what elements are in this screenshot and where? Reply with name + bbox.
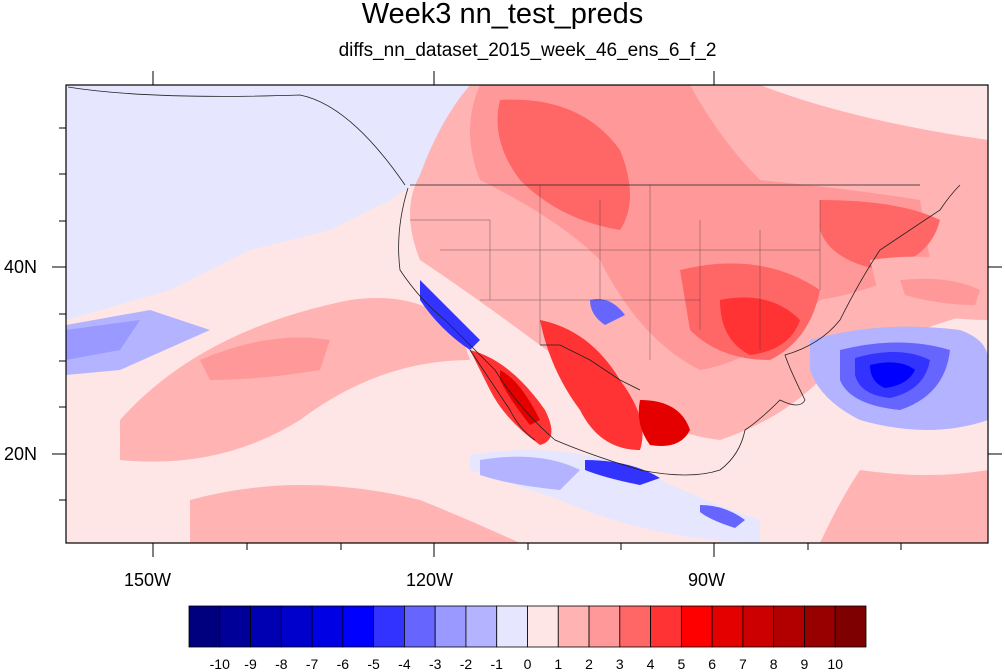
colorbar-tick-label: 10	[827, 656, 843, 672]
field-pacific-negative	[66, 85, 470, 320]
colorbar-swatch	[311, 605, 344, 648]
field-atlantic-red	[900, 278, 980, 305]
field-canada-red-2	[497, 99, 630, 230]
field-oklahoma-blue	[590, 299, 625, 325]
y-tick-label: 40N	[4, 257, 38, 277]
field-mexico-coast-blue	[585, 460, 660, 485]
colorbar-swatch	[219, 605, 251, 648]
colorbar-tick-label: 1	[554, 656, 563, 672]
colorbar-swatch	[742, 605, 775, 648]
colorbar-tick-label: 7	[739, 656, 747, 672]
colorbar-tick-label: 6	[708, 656, 717, 672]
figure-title: Week3 nn_test_preds	[361, 0, 644, 30]
colorbar-swatch	[588, 605, 621, 648]
colorbar-tick-label: -4	[398, 656, 411, 672]
colorbar-swatch	[342, 605, 375, 648]
y-tick-label: 20N	[4, 444, 38, 464]
colorbar-swatch	[404, 605, 436, 648]
colorbar-tick-label: 8	[769, 656, 778, 672]
colorbar-swatch	[496, 605, 528, 648]
colorbar-tick-label: -3	[428, 656, 442, 672]
x-tick-label: 150W	[124, 570, 172, 590]
colorbar-tick-label: 0	[523, 656, 532, 672]
field-baja-blue	[420, 280, 480, 350]
colorbar-tick-label: -9	[244, 656, 257, 672]
colorbar-swatch	[834, 605, 867, 648]
colorbar-tick-label: -2	[459, 656, 473, 672]
colorbar-swatch	[711, 605, 744, 648]
colorbar-swatch	[557, 605, 590, 648]
field-baja-red-dark	[500, 370, 540, 425]
field-pacific-red-patch	[200, 337, 330, 380]
coastlines	[67, 86, 961, 476]
colorbar-tick-label: -1	[490, 656, 503, 672]
colorbar-tick-label: 4	[646, 656, 655, 672]
field-northeast-red	[820, 200, 940, 270]
colorbar-swatch	[280, 605, 313, 648]
x-tick-label: 120W	[406, 570, 454, 590]
colorbar-tick-label: -10	[209, 656, 230, 672]
colorbar-tick-label: -7	[305, 656, 319, 672]
x-tick-label: 90W	[688, 570, 726, 590]
colorbar-tick-label: -8	[275, 656, 288, 672]
field-pacific-pink-band	[120, 298, 470, 462]
field-atlantic-blue-4	[870, 362, 915, 388]
colorbar-swatch	[465, 605, 498, 648]
colorbar-swatch	[804, 605, 836, 648]
colorbar	[188, 605, 867, 648]
field-mexico-red	[540, 320, 643, 450]
colorbar-tick-label: 2	[585, 656, 593, 672]
colorbar-swatch	[434, 605, 467, 648]
field-caribbean-pink	[820, 470, 988, 543]
colorbar-swatch	[619, 605, 651, 648]
colorbar-swatch	[680, 605, 713, 648]
state-borders	[410, 185, 821, 360]
map-field	[66, 85, 988, 543]
colorbar-swatch	[527, 605, 559, 648]
field-south-blue-2	[480, 456, 580, 490]
field-mexico-red-dark	[638, 400, 690, 446]
colorbar-tick-label: -5	[367, 656, 380, 672]
colorbar-tick-label: -6	[336, 656, 350, 672]
field-south-pink	[190, 485, 520, 543]
colorbar-swatch	[650, 605, 682, 648]
colorbar-swatch	[373, 605, 405, 648]
colorbar-swatch	[773, 605, 805, 648]
field-guatemala-blue	[700, 505, 745, 528]
colorbar-tick-label: 5	[677, 656, 686, 672]
colorbar-swatch	[188, 605, 221, 648]
colorbar-swatch	[250, 605, 282, 648]
colorbar-tick-label: 9	[800, 656, 809, 672]
axis-ticks	[52, 71, 1002, 557]
field-pacific-blue-2	[66, 320, 140, 360]
colorbar-tick-label: 3	[615, 656, 624, 672]
figure-subtitle: diffs_nn_dataset_2015_week_46_ens_6_f_2	[338, 40, 717, 61]
